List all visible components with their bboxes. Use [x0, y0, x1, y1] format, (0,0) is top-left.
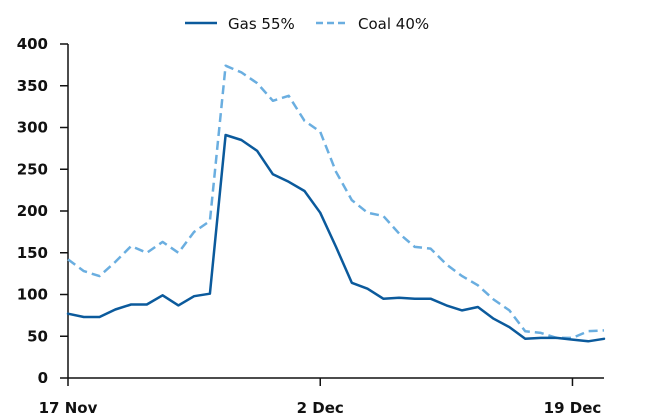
- chart-series-layer: [66, 64, 606, 343]
- y-tick-label: 0: [38, 369, 48, 387]
- y-tick-label: 200: [17, 202, 48, 220]
- chart-legend: Gas 55% Coal 40%: [185, 15, 429, 33]
- legend-label: Gas 55%: [228, 15, 295, 33]
- y-tick-label: 350: [17, 77, 48, 95]
- y-tick-label: 100: [17, 286, 48, 304]
- y-tick-label: 300: [17, 119, 48, 137]
- y-tick-label: 400: [17, 35, 48, 53]
- x-tick-label: 19 Dec: [544, 399, 602, 417]
- legend-label: Coal 40%: [358, 15, 429, 33]
- series-line-gas-55: [66, 133, 606, 343]
- x-tick-label: 2 Dec: [297, 399, 344, 417]
- series-line-coal-40: [67, 64, 605, 340]
- x-tick-label: 17 Nov: [39, 399, 98, 417]
- y-tick-label: 50: [27, 327, 48, 345]
- y-tick-label: 150: [17, 244, 48, 262]
- y-tick-label: 250: [17, 160, 48, 178]
- chart-axes: 0 50 100 150 200 250 300 350 400 17 Nov 2 Dec 19 De…: [17, 35, 604, 417]
